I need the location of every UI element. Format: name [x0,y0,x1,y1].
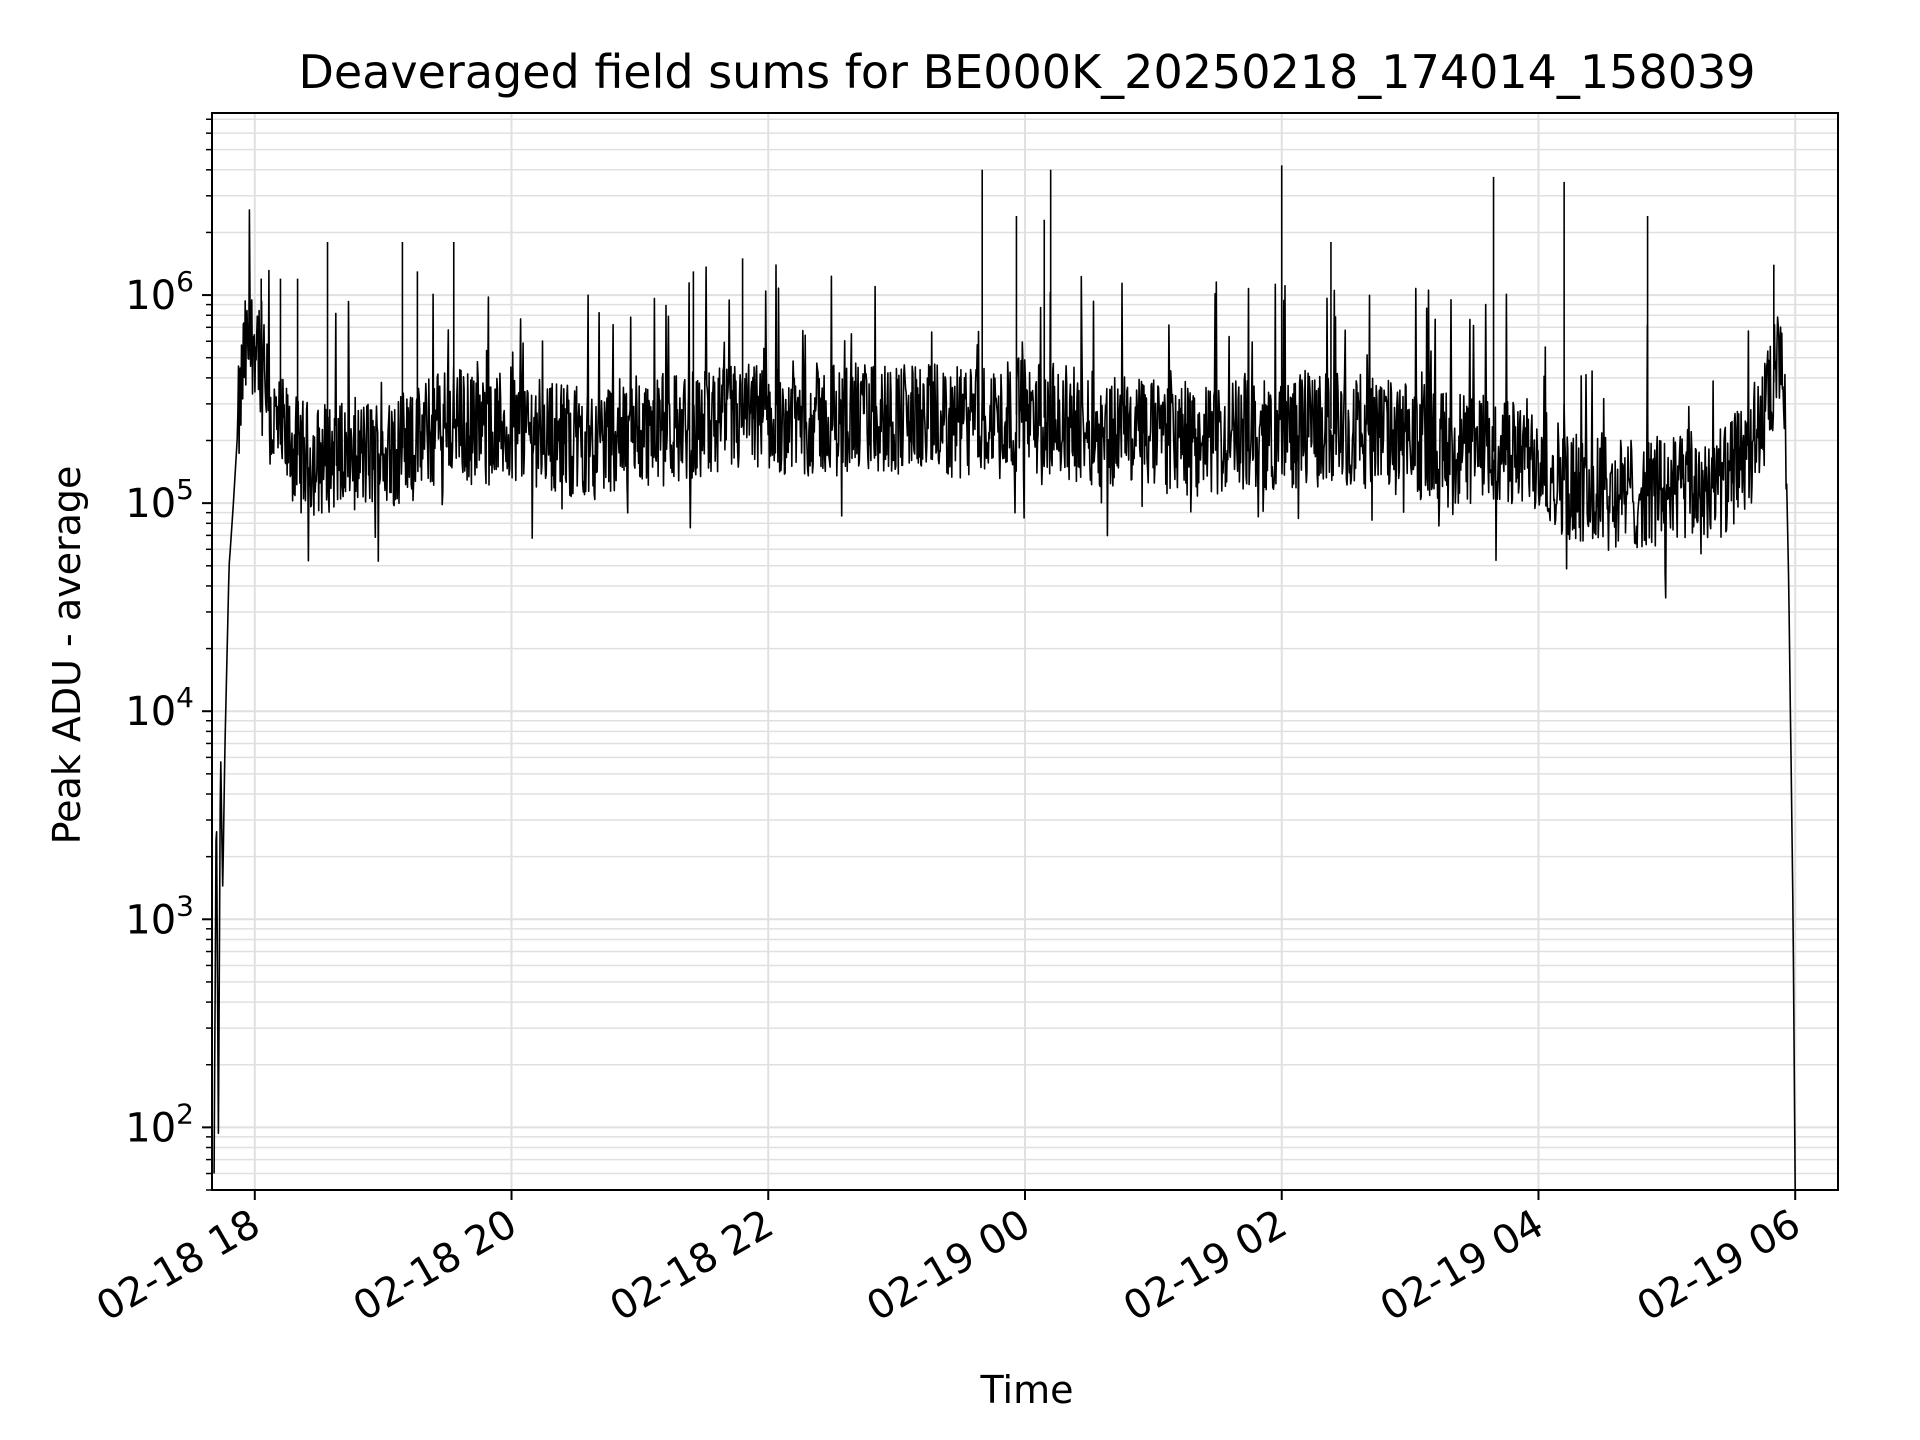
series-layer [213,165,1796,1191]
y-tick-label: 104 [125,681,194,735]
y-tick-label: 102 [125,1097,194,1151]
series-line [213,209,1796,1191]
y-axis-label: Peak ADU - average [45,466,89,845]
x-axis-label: Time [980,1368,1074,1412]
y-tick-label: 106 [125,265,194,319]
y-tick-label: 103 [125,889,194,943]
y-tick-label: 105 [125,473,194,527]
chart-title: Deaveraged field sums for BE000K_2025021… [298,45,1755,99]
grid-layer [212,113,1838,1191]
